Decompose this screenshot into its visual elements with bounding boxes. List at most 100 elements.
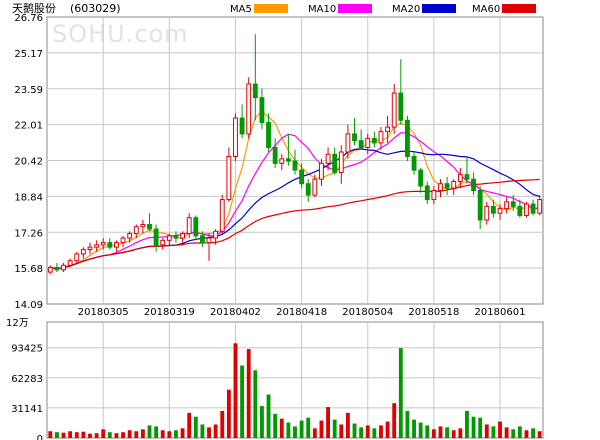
candle	[398, 59, 404, 125]
candle-body	[114, 242, 119, 248]
price-y-axis: 26.76 25.17 23.59 22.01 20.42 18.84 17.26 15.68…	[14, 13, 43, 311]
candle	[100, 238, 106, 250]
volume-bar	[398, 348, 403, 438]
candle	[319, 158, 324, 186]
volume-bar	[306, 417, 311, 438]
candle-body	[199, 235, 205, 244]
candle	[279, 154, 285, 171]
stock-code: (603029)	[70, 2, 121, 15]
volume-bar	[180, 428, 185, 438]
volume-grid	[47, 322, 543, 438]
candle	[127, 231, 133, 243]
candle-body	[246, 83, 252, 135]
price-tick-label: 25.17	[14, 49, 43, 60]
candle	[285, 133, 291, 166]
volume-bar	[167, 431, 172, 438]
candle-body	[444, 183, 450, 189]
volume-bar	[478, 417, 483, 438]
candle	[61, 263, 66, 273]
candle	[272, 138, 278, 168]
candle	[352, 118, 357, 146]
candle-body	[299, 169, 305, 185]
volume-bar	[233, 343, 238, 438]
candle	[477, 185, 483, 230]
candle-body	[325, 153, 331, 164]
candle-body	[213, 230, 219, 239]
volume-bar	[213, 424, 218, 438]
candle	[378, 127, 384, 150]
candle	[193, 215, 199, 241]
ma-legend: MA5 MA10 MA20 MA60	[230, 4, 536, 15]
volume-tick-label: 62283	[11, 374, 43, 385]
candle	[160, 238, 166, 250]
volume-bar	[127, 430, 132, 438]
volume-bar	[187, 412, 192, 438]
candle	[510, 195, 516, 211]
candle	[444, 176, 450, 196]
volume-bar	[319, 420, 324, 438]
candle-body	[272, 146, 278, 164]
volume-bar	[193, 416, 198, 438]
volume-bar	[226, 389, 231, 438]
volume-tick-label: 0	[37, 434, 43, 440]
candle-body	[312, 178, 318, 196]
volume-bar	[418, 422, 423, 438]
candle-body	[352, 133, 357, 142]
ma-line-ma10	[50, 132, 540, 270]
volume-bar	[207, 427, 211, 438]
candle	[517, 199, 523, 218]
volume-bar	[94, 433, 99, 438]
candle-body	[530, 203, 536, 214]
candle	[166, 233, 172, 245]
candle	[305, 179, 311, 202]
candle-body	[431, 190, 437, 201]
candle-body	[140, 223, 146, 228]
date-tick-label: 20180504	[342, 307, 393, 318]
candle	[438, 179, 443, 198]
volume-bar	[273, 413, 278, 438]
volume-bar	[438, 426, 443, 438]
volume-bar	[392, 403, 397, 438]
candle	[252, 34, 258, 121]
candle	[299, 163, 305, 189]
candle-body	[87, 246, 93, 250]
candle-body	[285, 158, 291, 162]
volume-panel: 12万 93425 62283 31141 0	[6, 318, 544, 440]
volume-bar	[504, 427, 509, 438]
candle-body	[332, 153, 338, 173]
candle-body	[411, 156, 417, 171]
candle-body	[524, 203, 529, 216]
candle-body	[166, 235, 172, 241]
candle-body	[133, 226, 139, 235]
volume-bar	[465, 410, 469, 438]
volume-bar	[299, 420, 304, 438]
candle	[213, 229, 219, 245]
candle-body	[173, 235, 179, 239]
legend-swatch	[502, 4, 536, 13]
volume-bar	[253, 370, 258, 438]
candle	[180, 231, 185, 243]
price-tick-label: 26.76	[14, 13, 43, 24]
volume-bar	[121, 432, 125, 438]
candle	[226, 147, 232, 202]
volume-bar	[537, 431, 542, 438]
volume-bar	[68, 431, 73, 438]
candle	[504, 197, 510, 214]
candle-body	[391, 92, 397, 128]
candle-body	[457, 174, 463, 182]
legend-swatch	[254, 4, 288, 13]
volume-bar	[114, 433, 119, 438]
volume-bar	[293, 426, 297, 438]
candle	[239, 104, 245, 139]
candle	[497, 204, 503, 220]
volume-bar	[484, 424, 489, 438]
candle-body	[206, 237, 212, 244]
price-tick-label: 18.84	[14, 192, 43, 203]
volume-bar	[524, 430, 529, 438]
volume-bar	[379, 425, 383, 438]
volume-bar	[345, 412, 350, 438]
candle	[74, 251, 80, 263]
legend-swatch	[422, 4, 456, 13]
volume-bar	[200, 424, 205, 438]
